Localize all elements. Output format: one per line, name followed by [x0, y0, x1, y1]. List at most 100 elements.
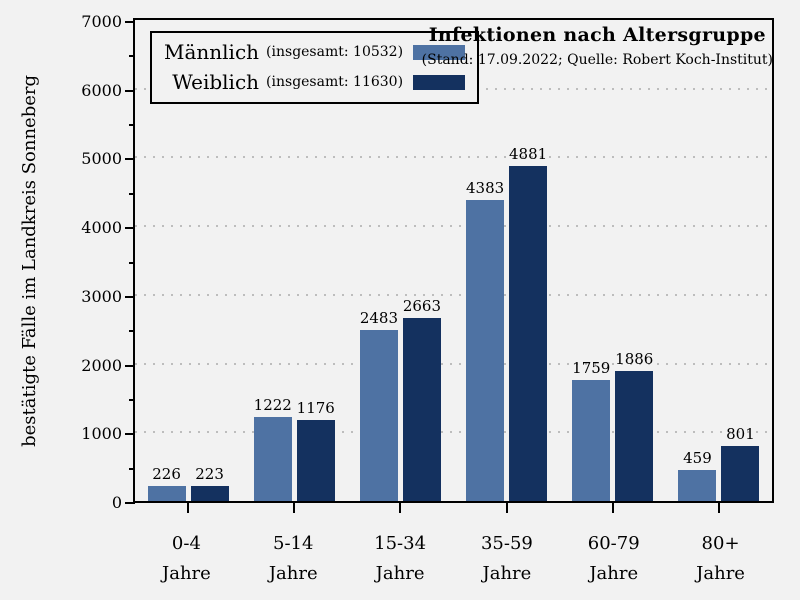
x-category-unit: Jahre [482, 563, 532, 584]
x-axis-labels: 0-4 Jahre 5-14 Jahre 15-34 Jahre 35-59 Jahre 60-… [133, 529, 774, 589]
y-major-tick [125, 158, 135, 161]
x-category-range: 5-14 [273, 533, 314, 554]
bar-column-maennlich-35-59: 4383 [466, 179, 504, 501]
x-category-label-0-4: 0-4 Jahre [133, 529, 240, 589]
bar-maennlich-60-79 [572, 380, 611, 501]
x-tick [611, 503, 614, 513]
bar-weiblich-5-14 [296, 420, 335, 501]
legend-item-maennlich: Männlich (insgesamt: 10532) [164, 40, 466, 64]
y-minor-tick [129, 330, 135, 333]
bar-value-label: 4881 [509, 144, 548, 163]
bar-group-35-59: 4383 4881 [454, 20, 560, 513]
bar-column-maennlich-0-4: 226 [147, 464, 186, 501]
x-category-range: 15-34 [374, 533, 427, 554]
x-tick [717, 503, 720, 513]
x-category-range: 80+ [701, 533, 740, 554]
bar-column-maennlich-5-14: 1222 [254, 396, 292, 501]
y-major-tick [125, 21, 135, 23]
y-tick-label: 3000 [81, 286, 122, 306]
bar-group-80+: 459 801 [666, 20, 772, 513]
x-tick [293, 503, 296, 513]
x-tick [399, 503, 402, 513]
x-category-range: 60-79 [587, 533, 640, 554]
y-minor-tick [129, 192, 135, 195]
bar-value-label: 459 [683, 448, 712, 467]
y-major-tick [125, 295, 135, 298]
y-tick-label: 7000 [81, 12, 122, 31]
bar-groups: 226 223 1222 1176 2483 2663 4383 4881 1759 1886 45… [135, 20, 772, 513]
legend-swatch-weiblich [413, 74, 466, 90]
bar-maennlich-35-59 [466, 199, 505, 501]
bar-value-label: 1222 [253, 396, 292, 414]
y-axis-title-text: bestätigte Fälle im Landkreis Sonneberg [18, 74, 40, 447]
legend-swatch-maennlich [413, 44, 466, 60]
bar-maennlich-80+ [678, 469, 717, 501]
x-category-unit: Jahre [268, 563, 318, 584]
bar-column-weiblich-80+: 801 [721, 425, 760, 501]
x-category-unit: Jahre [375, 563, 425, 584]
bar-maennlich-15-34 [359, 330, 398, 501]
legend-label: Männlich [164, 40, 260, 64]
x-category-label-5-14: 5-14 Jahre [240, 529, 347, 589]
bar-value-label: 1759 [572, 359, 611, 378]
bar-weiblich-35-59 [509, 165, 548, 501]
bar-weiblich-0-4 [190, 485, 229, 501]
bar-group-5-14: 1222 1176 [241, 20, 347, 513]
y-minor-tick [129, 467, 135, 470]
bar-group-15-34: 2483 2663 [347, 20, 453, 513]
chart-title-block: Infektionen nach Altersgruppe (Stand: 17… [422, 24, 773, 68]
y-tick-label: 5000 [81, 149, 122, 169]
y-axis-title: bestätigte Fälle im Landkreis Sonneberg [16, 18, 42, 503]
bar-value-label: 2663 [402, 297, 442, 315]
bar-value-label: 223 [195, 464, 224, 483]
gridline-1000 [135, 431, 772, 434]
y-tick-label: 1000 [81, 424, 122, 444]
x-tick [187, 503, 190, 513]
chart-title: Infektionen nach Altersgruppe [428, 24, 766, 46]
y-tick-label: 4000 [81, 218, 122, 238]
legend-item-weiblich: Weiblich (insgesamt: 11630) [164, 70, 466, 94]
y-major-tick [125, 227, 135, 230]
y-tick-label: 6000 [81, 80, 122, 100]
x-category-unit: Jahre [162, 563, 211, 584]
bar-column-weiblich-60-79: 1886 [615, 350, 653, 501]
legend-label: Weiblich [172, 70, 260, 94]
x-category-label-35-59: 35-59 Jahre [453, 529, 560, 589]
bar-column-maennlich-80+: 459 [678, 448, 717, 501]
y-tick-label: 0 [111, 493, 122, 512]
bar-group-0-4: 226 223 [135, 20, 241, 513]
x-category-range: 35-59 [480, 533, 533, 554]
x-category-range: 0-4 [171, 533, 201, 554]
y-major-tick [125, 433, 135, 436]
y-minor-tick [129, 261, 135, 264]
gridline-2000 [135, 362, 772, 365]
y-tick-label: 2000 [81, 355, 122, 375]
y-major-tick [125, 89, 135, 92]
x-category-label-15-34: 15-34 Jahre [347, 529, 454, 589]
bar-maennlich-5-14 [253, 417, 292, 501]
chart-subtitle: (Stand: 17.09.2022; Quelle: Robert Koch-… [421, 52, 773, 68]
bar-column-weiblich-0-4: 223 [190, 464, 229, 501]
legend: Männlich (insgesamt: 10532) Weiblich (in… [150, 31, 480, 104]
gridline-5000 [135, 156, 772, 159]
bar-weiblich-60-79 [615, 371, 654, 501]
bar-group-60-79: 1759 1886 [560, 20, 666, 513]
y-minor-tick [129, 55, 135, 58]
bar-column-maennlich-60-79: 1759 [572, 359, 610, 501]
x-category-unit: Jahre [696, 563, 745, 584]
bar-value-label: 4383 [466, 178, 505, 197]
legend-total: (insgesamt: 10532) [266, 44, 404, 60]
bar-value-label: 1176 [296, 399, 335, 418]
gridline-4000 [135, 225, 772, 228]
x-tick [505, 503, 508, 513]
bar-weiblich-80+ [721, 446, 760, 501]
bar-value-label: 226 [152, 464, 181, 483]
y-minor-tick [129, 398, 135, 401]
bar-value-label: 1886 [615, 350, 654, 369]
bar-column-weiblich-35-59: 4881 [509, 145, 547, 501]
x-category-label-80+: 80+ Jahre [667, 529, 774, 589]
bar-weiblich-15-34 [402, 318, 441, 501]
y-minor-tick [129, 124, 135, 127]
y-major-tick [125, 502, 135, 504]
bar-column-weiblich-5-14: 1176 [297, 399, 335, 501]
